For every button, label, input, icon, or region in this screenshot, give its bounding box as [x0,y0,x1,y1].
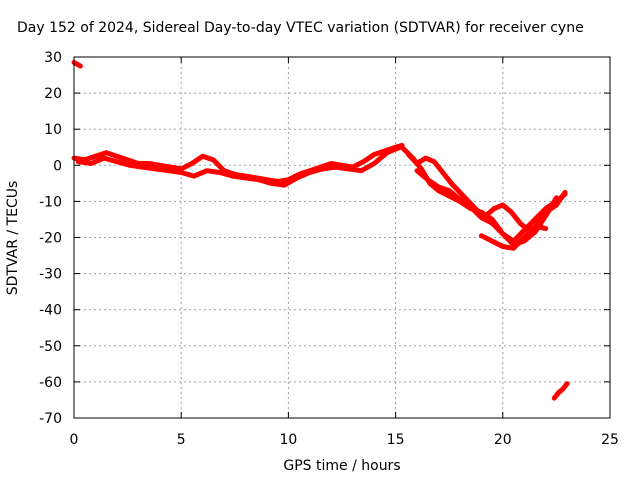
x-axis-label: GPS time / hours [283,458,400,474]
chart-title: Day 152 of 2024, Sidereal Day-to-day VTE… [17,20,584,36]
y-tick-label: -50 [39,339,62,355]
y-tick-label: -30 [39,267,62,283]
y-tick-label: -70 [39,411,62,427]
x-tick-label: 25 [601,432,619,448]
y-tick-label: -40 [39,303,62,319]
series-line-late-track-d [478,189,568,251]
y-tick-label: -10 [39,194,62,210]
y-tick-label: 10 [44,122,62,138]
x-tick-label: 20 [494,432,512,448]
x-tick-label: 15 [387,432,405,448]
axis-ticks: 30 20 10 0 -10 -20 -30 -40 -50 -60 -70 0 5 10 15 20 25 [39,50,619,448]
series-line-late-track-c [414,168,559,248]
x-tick-label: 0 [70,432,79,448]
series-line-final-segment [551,381,570,401]
y-tick-label: -60 [39,375,62,391]
x-tick-label: 10 [279,432,297,448]
x-tick-label: 5 [177,432,186,448]
series-line-late-track-b [406,152,549,233]
series-line-early-segment [71,59,83,69]
y-tick-label: 0 [53,158,62,174]
series-group [71,59,570,401]
y-tick-label: -20 [39,231,62,247]
y-tick-label: 20 [44,86,62,102]
y-tick-label: 30 [44,50,62,66]
series-line-main-track-b [75,144,403,188]
grid [74,57,610,418]
y-axis-label: SDTVAR / TECUs [5,181,21,296]
